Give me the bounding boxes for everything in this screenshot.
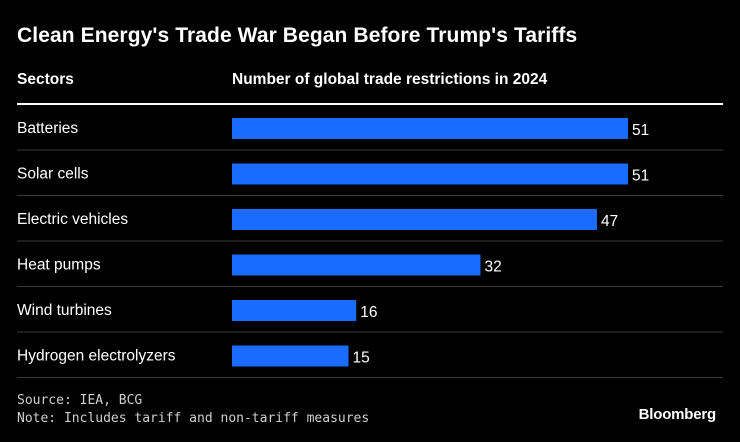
category-label-heat-pumps: Heat pumps (17, 257, 101, 274)
row-divider (17, 377, 723, 378)
value-column-header: Number of global trade restrictions in 2… (232, 71, 548, 88)
value-label-batteries: 51 (632, 122, 649, 139)
footnote: Note: Includes tariff and non-tariff mea… (17, 411, 370, 426)
bloomberg-logo: Bloomberg (638, 406, 717, 423)
source-note: Source: IEA, BCG (17, 393, 143, 408)
value-label-electric-vehicles: 47 (601, 213, 618, 230)
bar-electric-vehicles (232, 209, 597, 230)
row-divider (17, 240, 723, 242)
category-label-batteries: Batteries (17, 120, 78, 137)
value-label-hydrogen-electrolyzers: 15 (352, 350, 369, 367)
value-label-solar-cells: 51 (632, 168, 649, 185)
bar-solar-cells (232, 163, 628, 185)
chart-title: Clean Energy's Trade War Began Before Tr… (17, 24, 578, 47)
bar-heat-pumps (232, 254, 481, 276)
category-label-solar-cells: Solar cells (17, 166, 89, 183)
bar-hydrogen-electrolyzers (232, 345, 349, 367)
value-label-wind-turbines: 16 (360, 304, 377, 321)
bar-wind-turbines (232, 300, 357, 321)
row-divider (17, 195, 723, 196)
value-label-heat-pumps: 32 (484, 259, 501, 276)
category-label-electric-vehicles: Electric vehicles (17, 211, 128, 228)
row-divider (17, 149, 723, 151)
header-divider (17, 103, 723, 105)
row-divider (17, 286, 723, 287)
category-label-wind-turbines: Wind turbines (17, 302, 112, 319)
sectors-column-header: Sectors (17, 71, 74, 88)
row-divider (17, 331, 723, 333)
bar-batteries (232, 118, 628, 139)
category-label-hydrogen-electrolyzers: Hydrogen electrolyzers (17, 348, 176, 365)
